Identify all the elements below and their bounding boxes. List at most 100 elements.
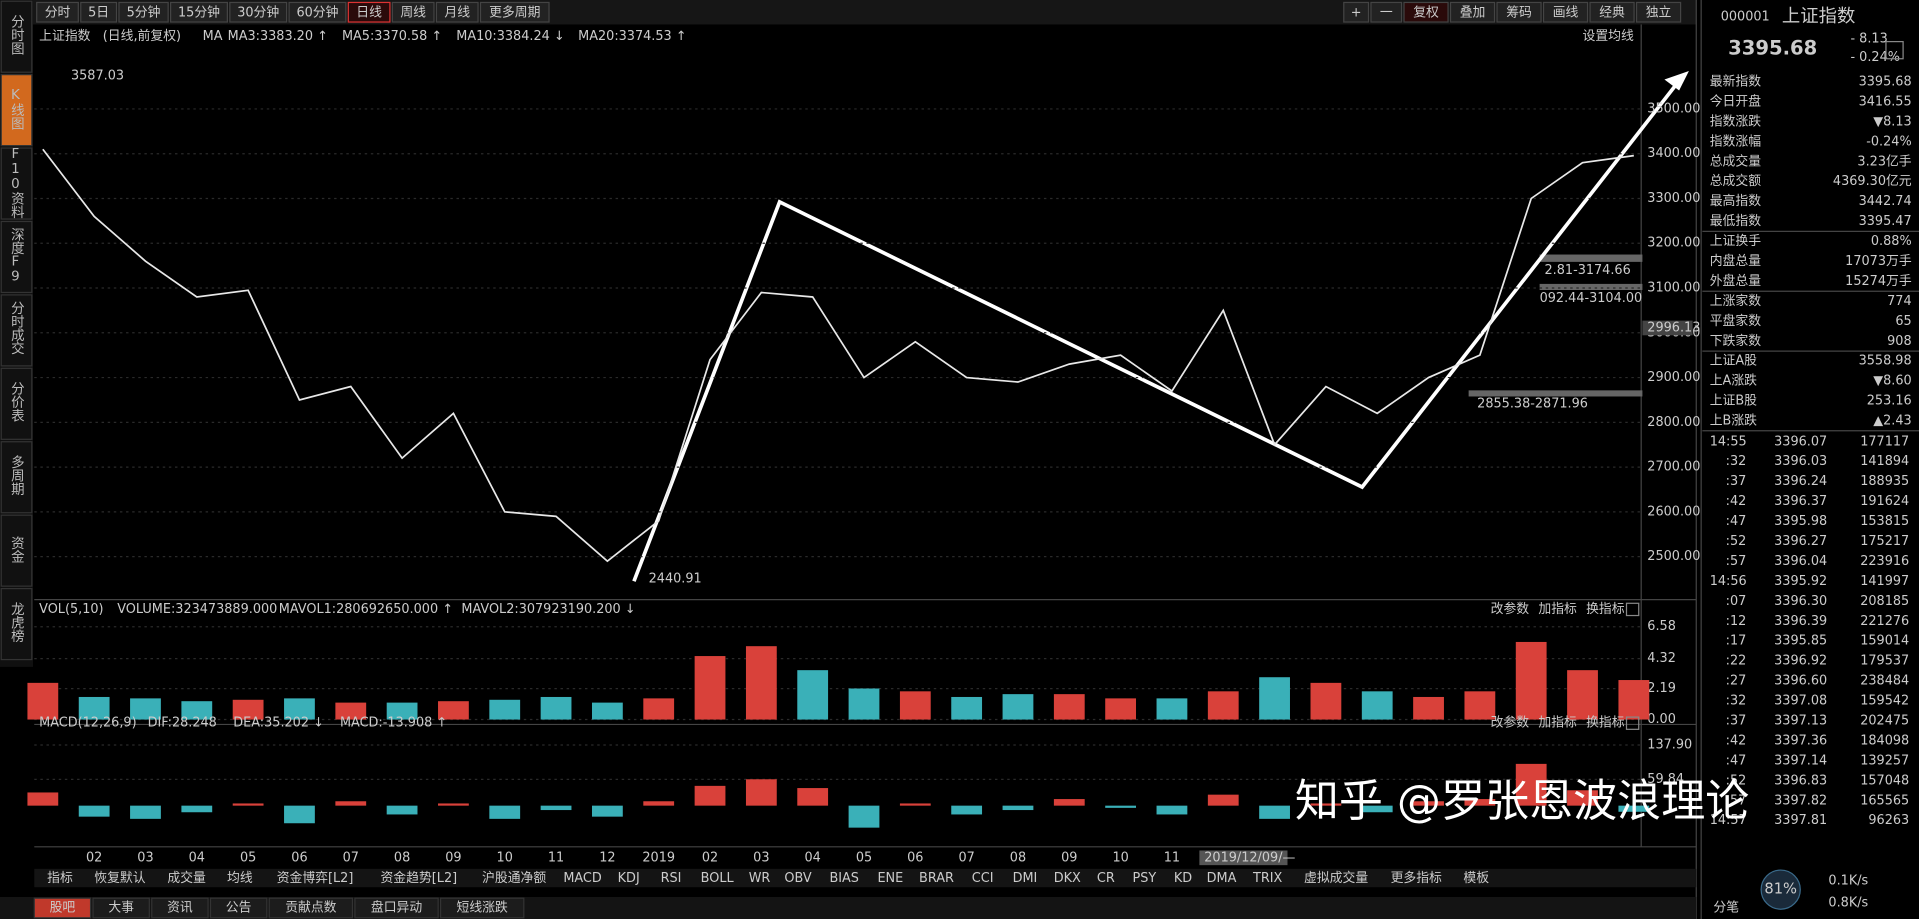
settings-button[interactable]: 设置均线 [1583, 29, 1634, 44]
indicator-tab[interactable]: PSY [1133, 871, 1157, 886]
footer-tab[interactable] [268, 897, 354, 919]
side-tab-label: 龙虎榜 [8, 602, 25, 643]
indicator-tab[interactable]: CCI [972, 871, 994, 886]
footer-tab[interactable] [92, 897, 150, 919]
side-tab[interactable] [0, 441, 33, 514]
side-tab[interactable] [0, 514, 33, 587]
tool-button[interactable] [1496, 1, 1542, 23]
panel-button[interactable]: 改参数 [1491, 715, 1530, 731]
tool-button[interactable] [1635, 1, 1682, 23]
chart-subtitle: (日线,前复权) [103, 28, 181, 44]
quote-value: 17073万手 [1845, 254, 1912, 269]
indicator-tab[interactable]: 资金博弈[L2] [277, 870, 354, 886]
tool-button[interactable] [1343, 1, 1370, 23]
period-button[interactable] [435, 1, 479, 23]
tool-button[interactable] [1403, 1, 1449, 23]
period-button[interactable] [169, 1, 229, 23]
trade-price: 3396.27 [1774, 534, 1827, 549]
panel-button[interactable]: 换指标 [1586, 716, 1625, 731]
period-button[interactable] [118, 1, 169, 23]
period-label: 分时 [45, 5, 71, 20]
footer-tab[interactable] [439, 897, 525, 919]
panel-button[interactable]: 改参数 [1491, 601, 1530, 617]
indicator-tab[interactable]: 均线 [227, 871, 253, 886]
period-button[interactable] [229, 1, 288, 23]
add-button[interactable] [1885, 40, 1904, 60]
indicator-tab[interactable]: RSI [661, 871, 682, 886]
x-tick-label: 11 [1164, 850, 1180, 865]
period-button[interactable] [391, 1, 435, 23]
period-button[interactable] [479, 1, 550, 23]
panel-button[interactable]: 换指标 [1586, 602, 1625, 617]
tool-button[interactable] [1542, 1, 1589, 23]
trade-price: 3395.98 [1774, 514, 1827, 529]
indicator-tab[interactable]: DMI [1013, 871, 1038, 886]
trade-time: 14:55 [1710, 434, 1747, 449]
x-tick-label: 05 [240, 850, 256, 865]
status-tab[interactable]: 分笔 [1713, 899, 1739, 915]
indicator-tab[interactable]: 恢复默认 [94, 870, 145, 886]
close-button[interactable] [1625, 602, 1640, 617]
indicator-tab[interactable]: 更多指标 [1391, 871, 1442, 886]
side-tab[interactable] [0, 74, 33, 147]
indicator-tab[interactable]: 虚拟成交量 [1304, 870, 1368, 886]
indicator-tab[interactable]: DKX [1054, 871, 1081, 886]
indicator-tab[interactable]: 成交量 [167, 870, 206, 886]
quote-label: 上涨家数 [1710, 293, 1761, 309]
bar [181, 701, 213, 720]
close-button[interactable] [1625, 716, 1640, 730]
bar [335, 801, 367, 806]
bar [951, 696, 983, 720]
indicator-tab[interactable]: BRAR [919, 871, 954, 886]
indicator-tab[interactable]: BIAS [829, 871, 859, 886]
period-label: 月线 [444, 5, 470, 20]
indicator-tab[interactable]: KD [1174, 871, 1192, 886]
indicator-tab[interactable]: 沪股通净额 [482, 871, 546, 886]
panel-button[interactable]: 加指标 [1538, 602, 1577, 617]
indicator-tab[interactable]: 模板 [1463, 871, 1489, 886]
side-tab[interactable] [0, 294, 33, 367]
indicator-tab[interactable]: CR [1097, 871, 1115, 886]
trade-price: 3396.03 [1774, 454, 1827, 469]
tool-button[interactable] [1370, 1, 1403, 23]
period-button[interactable] [288, 1, 347, 23]
footer-tab[interactable] [354, 897, 439, 919]
indicator-tab[interactable]: BOLL [701, 871, 735, 886]
indicator-tab[interactable]: MACD [563, 871, 602, 886]
indicator-tab[interactable]: DMA [1207, 871, 1237, 886]
side-tab[interactable] [0, 0, 33, 73]
footer-tab[interactable] [33, 897, 92, 919]
x-tick-label: 05 [856, 850, 872, 865]
indicator-tab[interactable]: 资金趋势[L2] [380, 870, 457, 886]
quote-label: 最高指数 [1710, 193, 1761, 209]
bar [1413, 801, 1444, 806]
y-tick-label: 2800.00 [1647, 415, 1700, 430]
indicator-tab[interactable]: 指标 [47, 871, 73, 886]
side-tab[interactable] [0, 220, 33, 294]
side-tab[interactable] [0, 367, 33, 440]
panel-button[interactable]: 加指标 [1538, 716, 1577, 731]
period-button[interactable] [347, 1, 391, 23]
trade-volume: 159014 [1860, 634, 1909, 649]
tool-button[interactable] [1589, 1, 1635, 23]
quote-label: 指数涨跌 [1710, 113, 1761, 129]
bar [1515, 763, 1547, 806]
trade-volume: 184098 [1860, 733, 1909, 748]
quote-value: 3442.74 [1859, 194, 1912, 209]
indicator-tab[interactable]: WR [749, 871, 771, 886]
period-button[interactable] [80, 1, 118, 23]
trade-time: :57 [1726, 793, 1747, 808]
stock-price: 3395.68 [1728, 36, 1817, 59]
indicator-tab[interactable]: KDJ [618, 871, 640, 886]
side-tab-label: 资金 [8, 536, 25, 563]
indicator-tab[interactable]: ENE [877, 871, 903, 886]
tool-button[interactable] [1449, 1, 1496, 23]
side-tab[interactable] [0, 147, 33, 220]
bar [284, 698, 315, 720]
period-button[interactable] [36, 1, 79, 23]
indicator-tab[interactable]: OBV [784, 871, 812, 886]
indicator-tab[interactable]: TRIX [1252, 871, 1283, 886]
footer-tab[interactable] [151, 897, 209, 919]
footer-tab[interactable] [209, 897, 268, 919]
side-tab[interactable] [0, 587, 33, 661]
